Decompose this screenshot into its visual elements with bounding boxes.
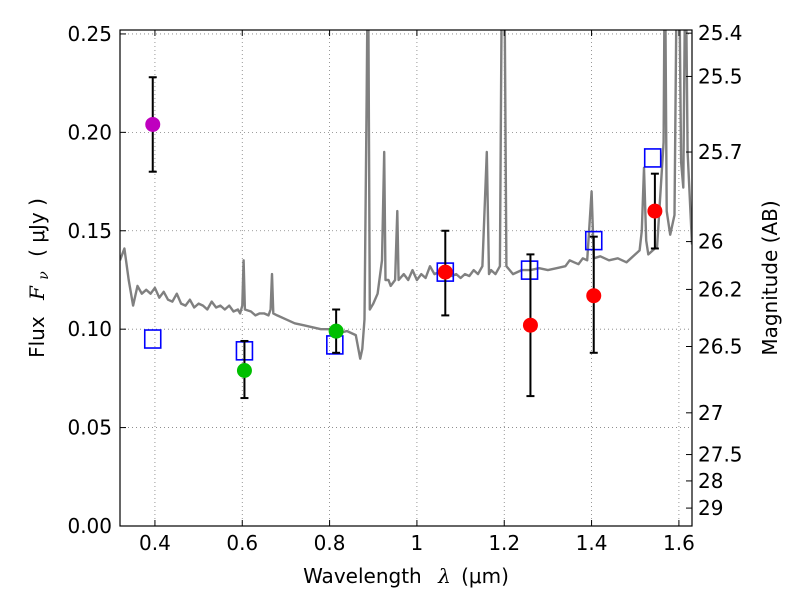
magnitude-tick-label: 26 (698, 230, 723, 254)
y-tick-label: 0.05 (67, 416, 112, 440)
magnitude-tick-label: 26.5 (698, 334, 743, 358)
magnitude-tick-label: 26.2 (698, 277, 743, 301)
x-tick-label: 1.6 (663, 531, 695, 555)
observed-point (647, 203, 663, 219)
y-tick-label: 0.15 (67, 219, 112, 243)
magnitude-tick-label: 29 (698, 496, 723, 520)
x-tick-label: 1.4 (576, 531, 608, 555)
x-axis-ticks: 0.4 0.6 0.8 1 1.2 1.4 1.6 (139, 30, 695, 555)
y-tick-label: 0.25 (67, 22, 112, 46)
magnitude-tick-label: 27 (698, 401, 723, 425)
y-tick-label: 0.00 (67, 514, 112, 538)
model-photometry-square (143, 329, 162, 349)
x-tick-label: 0.4 (139, 531, 171, 555)
model-spectrum-line (120, 30, 692, 360)
observed-point (328, 323, 344, 339)
observed-points-layer (145, 76, 663, 400)
y-axis-ticks: 0.00 0.05 0.10 0.15 0.20 0.25 (67, 22, 126, 538)
x-axis-label: Wavelength λ (μm) (303, 564, 509, 588)
model-spectrum-layer (120, 30, 692, 360)
observed-point (236, 363, 252, 379)
magnitude-tick-label: 28 (698, 469, 723, 493)
magnitude-tick-label: 25.7 (698, 140, 743, 164)
y-tick-label: 0.20 (67, 120, 112, 144)
magnitude-tick-label: 25.5 (698, 64, 743, 88)
x-tick-label: 0.8 (314, 531, 346, 555)
observed-point (437, 264, 453, 280)
magnitude-tick-label: 25.4 (698, 21, 743, 45)
observed-point (145, 116, 161, 132)
magnitude-tick-label: 27.5 (698, 443, 743, 467)
x-tick-label: 1.2 (488, 531, 520, 555)
observed-point (522, 317, 538, 333)
y-tick-label: 0.10 (67, 317, 112, 341)
plot-frame (119, 29, 693, 527)
x-tick-label: 1 (411, 531, 424, 555)
model-photometry-square (643, 148, 662, 168)
magnitude-axis-label: Magnitude (AB) (758, 200, 782, 355)
observed-point (586, 288, 602, 304)
x-tick-label: 0.6 (226, 531, 258, 555)
y-axis-label: Flux F ν ( μJy ) (25, 198, 53, 358)
magnitude-axis-ticks: 25.4 25.5 25.7 26 26.2 26.5 27 27.528 29 (686, 21, 743, 520)
